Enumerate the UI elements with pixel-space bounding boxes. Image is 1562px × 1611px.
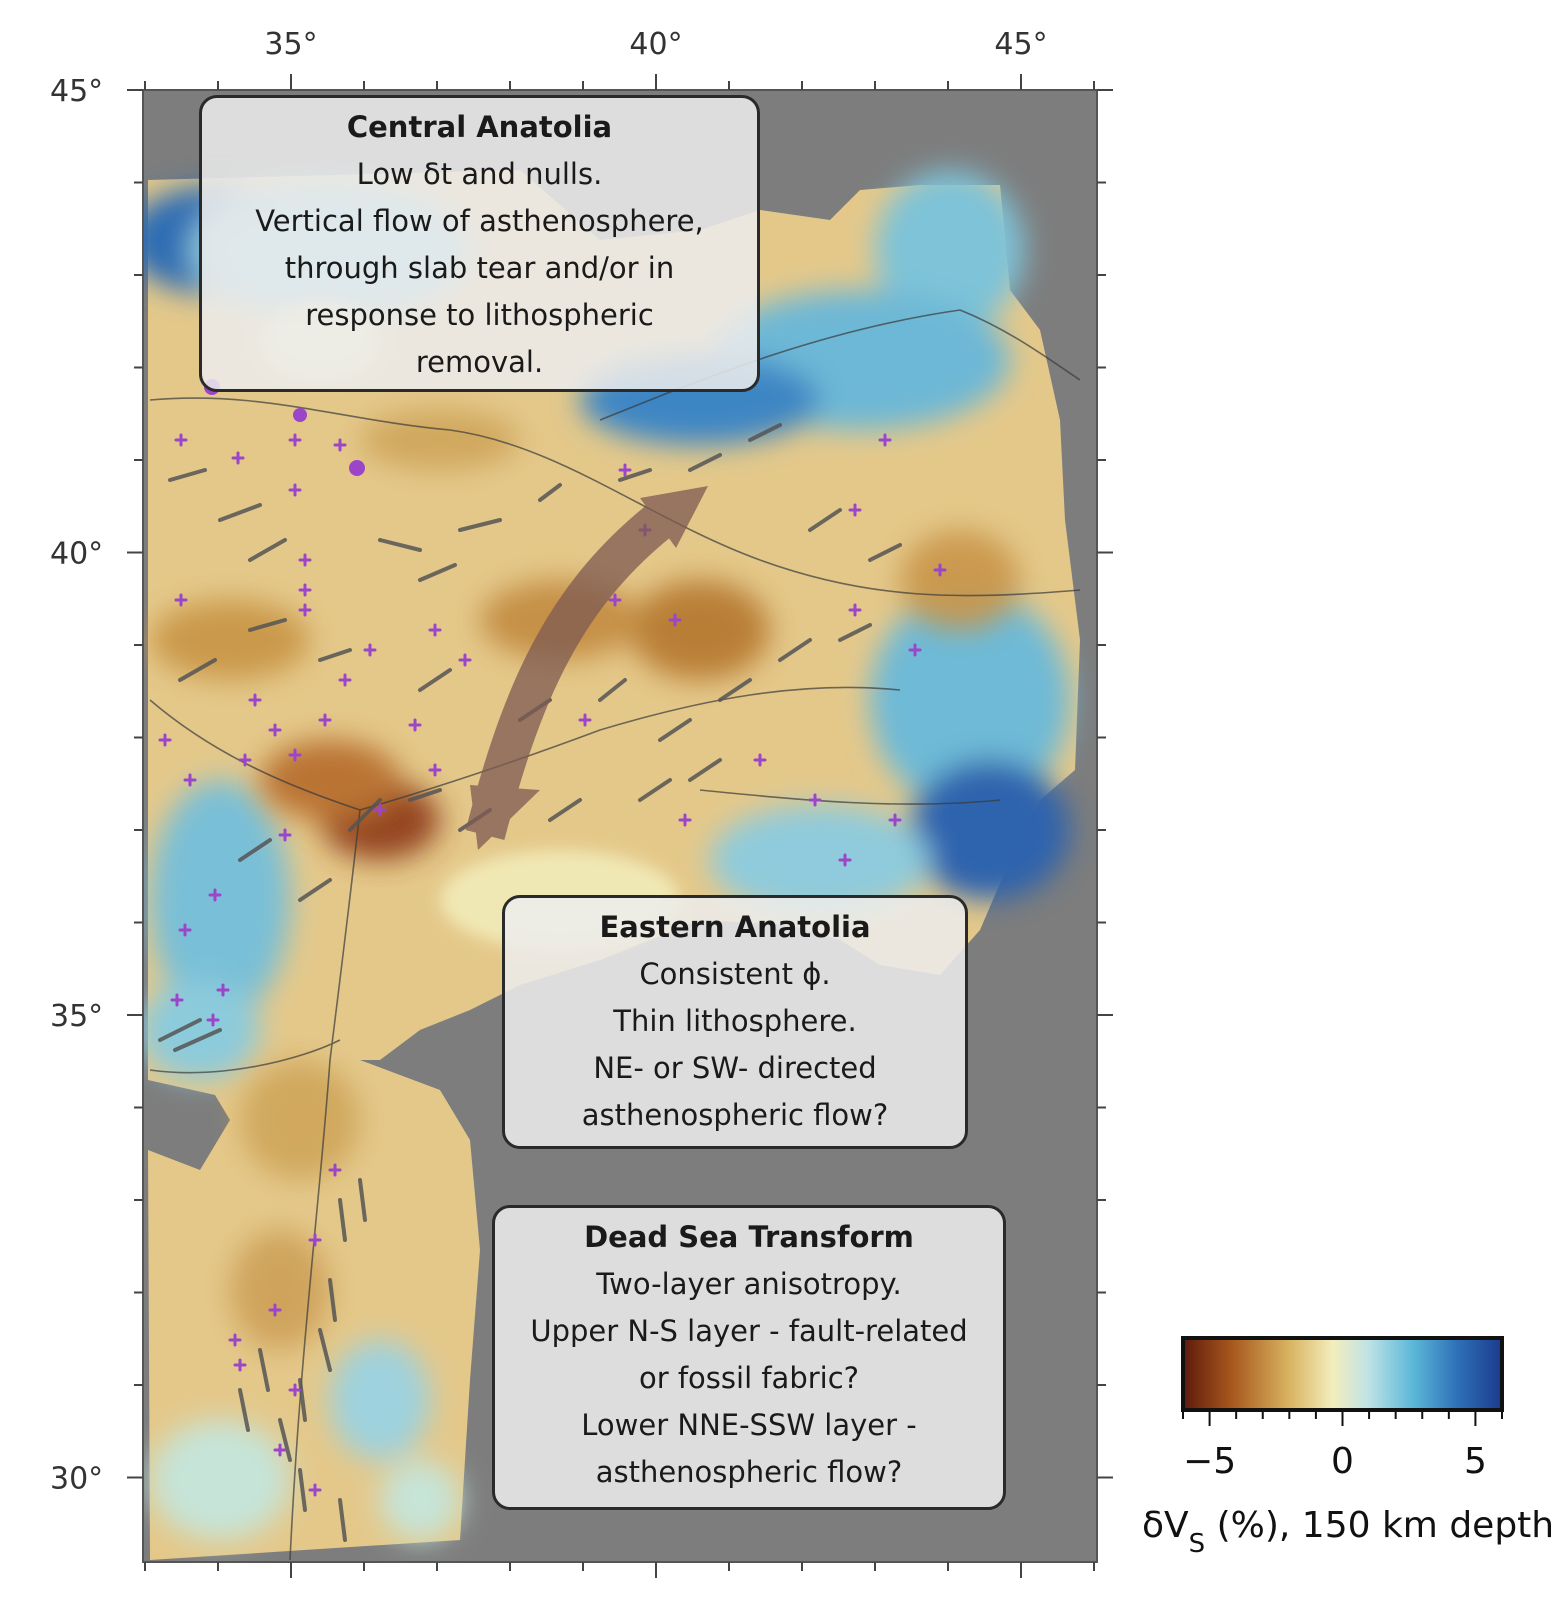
annotation-line: response to lithospheric — [305, 298, 654, 332]
y-axis: 45° 40° 35° 30° — [50, 74, 1113, 1497]
colorbar-title: δVS (%), 150 km depth — [1142, 1505, 1554, 1559]
annotation-title: Dead Sea Transform — [584, 1220, 914, 1254]
x-axis: 35° 40° 45° — [144, 27, 1095, 1578]
y-tick-label: 45° — [50, 74, 103, 109]
annotation-line: Lower NNE-SSW layer - — [581, 1408, 917, 1442]
annotation-line: asthenospheric flow? — [595, 1455, 903, 1489]
annotation-line: Thin lithosphere. — [613, 1004, 857, 1038]
y-tick-label: 30° — [50, 1462, 103, 1497]
splitting-bars — [158, 423, 902, 1542]
annotation-line: Two-layer anisotropy. — [596, 1267, 902, 1301]
annotation-line: Consistent ϕ. — [639, 957, 831, 991]
x-tick-label: 45° — [994, 27, 1047, 62]
colorbar-gradient — [1181, 1336, 1504, 1412]
annotation-title: Eastern Anatolia — [599, 910, 871, 944]
annotation-central-anatolia: Central Anatolia Low δt and nulls. Verti… — [199, 95, 760, 392]
colorbar-ticks: −5 0 5 — [1182, 1410, 1503, 1482]
annotation-line: NE- or SW- directed — [593, 1051, 877, 1085]
x-tick-label: 40° — [629, 27, 682, 62]
annotation-line: Low δt and nulls. — [356, 157, 603, 191]
colorbar-tick-label: 0 — [1331, 1441, 1354, 1482]
annotation-line: Upper N-S layer - fault-related — [530, 1314, 968, 1348]
x-tick-label: 35° — [264, 27, 317, 62]
annotation-line: or fossil fabric? — [638, 1361, 860, 1395]
annotation-line: Vertical flow of asthenosphere, — [255, 204, 704, 238]
annotation-title: Central Anatolia — [346, 110, 613, 144]
colorbar: −5 0 5 δVS (%), 150 km depth — [1142, 1336, 1554, 1559]
null-markers — [158, 433, 947, 1497]
annotation-eastern-anatolia: Eastern Anatolia Consistent ϕ. Thin lith… — [502, 895, 968, 1149]
annotation-line: asthenospheric flow? — [581, 1098, 889, 1132]
annotation-line: through slab tear and/or in — [284, 251, 675, 285]
flow-arrow — [465, 486, 708, 850]
colorbar-tick-label: 5 — [1464, 1441, 1487, 1482]
y-tick-label: 40° — [50, 537, 103, 572]
annotation-line: removal. — [415, 345, 544, 379]
colorbar-tick-label: −5 — [1183, 1441, 1236, 1482]
map-frame — [142, 89, 1098, 1563]
annotation-dead-sea-transform: Dead Sea Transform Two-layer anisotropy.… — [492, 1205, 1006, 1510]
y-tick-label: 35° — [50, 999, 103, 1034]
